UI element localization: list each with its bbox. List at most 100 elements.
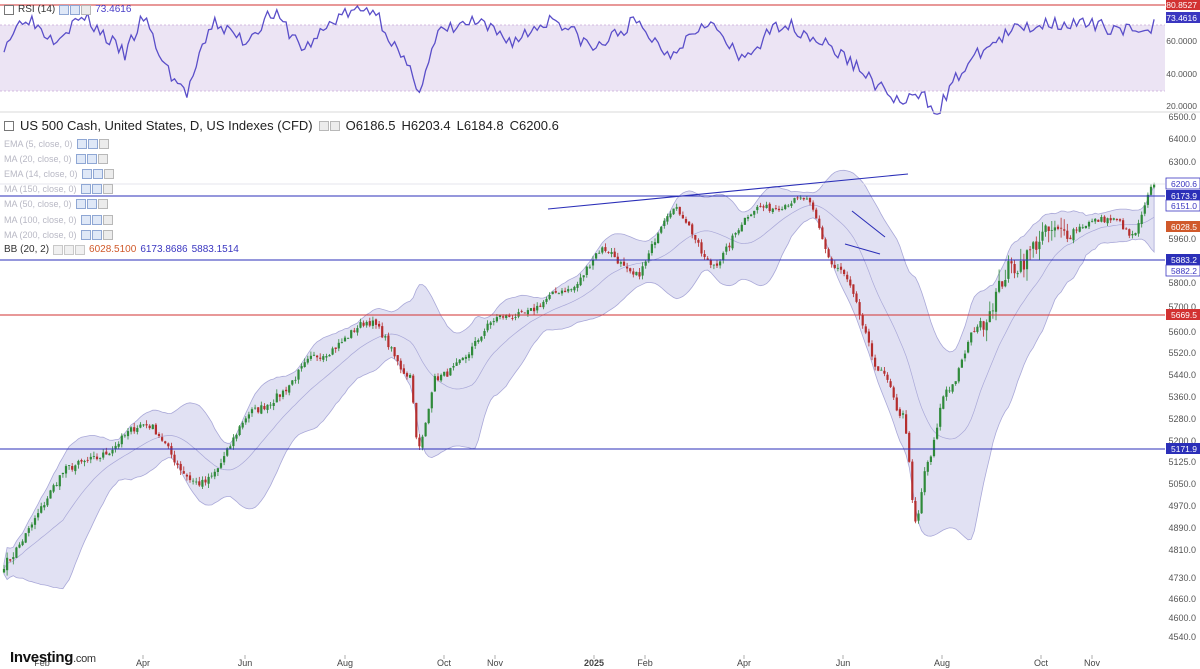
candle-body	[235, 434, 238, 439]
settings-icon[interactable]	[59, 4, 70, 15]
visibility-icon[interactable]	[86, 153, 97, 164]
candle-body	[340, 342, 343, 343]
candle-body	[49, 490, 52, 499]
candle	[610, 248, 613, 258]
settings-icon[interactable]	[75, 199, 86, 210]
candle	[939, 403, 942, 431]
close-icon[interactable]	[97, 153, 108, 164]
visibility-icon[interactable]	[91, 184, 102, 195]
candle	[33, 515, 37, 530]
candle-body	[126, 431, 130, 437]
candle-body	[192, 480, 195, 482]
visibility-icon[interactable]	[70, 4, 81, 15]
candle	[765, 201, 768, 209]
candle-body	[650, 244, 653, 254]
candle-body	[148, 425, 151, 429]
candle	[833, 260, 836, 269]
candle-body	[477, 340, 480, 342]
candle-body	[551, 291, 554, 295]
candle	[963, 350, 967, 362]
candle	[46, 496, 49, 507]
indicator-row[interactable]: MA (150, close, 0)	[4, 182, 239, 197]
indicator-row[interactable]: BB (20, 2) 6028.5100 6173.8686 5883.1514	[4, 242, 239, 257]
candle-body	[545, 298, 548, 302]
candle-body	[895, 397, 898, 411]
close-icon[interactable]	[81, 4, 92, 15]
candle-body	[46, 498, 49, 506]
candle	[1137, 219, 1140, 237]
visibility-icon[interactable]	[329, 120, 340, 131]
indicator-row[interactable]: MA (50, close, 0)	[4, 197, 239, 212]
candle	[278, 394, 281, 402]
indicator-row[interactable]: EMA (5, close, 0)	[4, 136, 239, 151]
collapse-icon[interactable]	[4, 4, 14, 15]
wedge-upper-line	[851, 210, 886, 238]
close-icon[interactable]	[75, 244, 86, 255]
close-icon[interactable]	[102, 184, 113, 195]
candle	[430, 391, 433, 413]
candle	[604, 243, 607, 253]
indicator-row[interactable]: MA (20, close, 0)	[4, 151, 239, 166]
candle	[325, 353, 328, 362]
candle-body	[353, 330, 356, 332]
candle	[58, 475, 61, 490]
candle	[790, 200, 793, 208]
candle-body	[95, 456, 99, 460]
candle-body	[836, 267, 839, 269]
settings-icon[interactable]	[80, 184, 91, 195]
candle-body	[734, 233, 737, 235]
candle	[164, 440, 167, 445]
candle	[1032, 241, 1035, 258]
visibility-icon[interactable]	[87, 138, 98, 149]
rsi-value-tag	[1166, 12, 1200, 23]
candle-body	[1143, 205, 1146, 214]
visibility-icon[interactable]	[86, 199, 97, 210]
candle	[539, 303, 542, 308]
close-icon[interactable]	[98, 138, 109, 149]
settings-icon[interactable]	[81, 168, 92, 179]
price-tag-label: 5882.2	[1171, 266, 1197, 276]
candle	[173, 450, 176, 466]
candle	[976, 324, 979, 334]
close-icon[interactable]	[102, 214, 113, 225]
settings-icon[interactable]	[75, 153, 86, 164]
candle-body	[660, 226, 663, 233]
candle-body	[725, 246, 728, 252]
settings-icon[interactable]	[53, 244, 64, 255]
close-icon[interactable]	[103, 168, 114, 179]
candle	[812, 200, 815, 212]
candle-body	[89, 456, 92, 460]
candle-body	[188, 475, 192, 481]
candle	[588, 264, 591, 269]
candle	[148, 424, 151, 430]
candle-body	[480, 336, 483, 341]
close-icon[interactable]	[102, 229, 113, 240]
candle-body	[526, 310, 529, 315]
settings-icon[interactable]	[80, 214, 91, 225]
indicator-label: EMA (14, close, 0)	[4, 168, 78, 179]
settings-icon[interactable]	[76, 138, 87, 149]
candle	[489, 321, 492, 329]
collapse-icon[interactable]	[4, 120, 14, 131]
candle-body	[495, 317, 498, 322]
candle-body	[991, 310, 994, 312]
settings-icon[interactable]	[318, 120, 329, 131]
indicator-row[interactable]: MA (200, close, 0)	[4, 227, 239, 242]
indicator-row[interactable]: MA (100, close, 0)	[4, 212, 239, 227]
visibility-icon[interactable]	[91, 214, 102, 225]
visibility-icon[interactable]	[92, 168, 103, 179]
candle	[244, 416, 247, 425]
candle	[715, 260, 719, 268]
settings-icon[interactable]	[80, 229, 91, 240]
main-legend: US 500 Cash, United States, D, US Indexe…	[4, 118, 565, 133]
close-icon[interactable]	[97, 199, 108, 210]
candle	[1081, 224, 1084, 229]
visibility-icon[interactable]	[64, 244, 75, 255]
rsi-line	[3, 5, 1155, 115]
candle	[802, 197, 805, 201]
indicator-row[interactable]: EMA (14, close, 0)	[4, 166, 239, 181]
candle-body	[381, 326, 384, 338]
candle-body	[43, 505, 46, 508]
candle-body	[415, 402, 418, 438]
visibility-icon[interactable]	[91, 229, 102, 240]
